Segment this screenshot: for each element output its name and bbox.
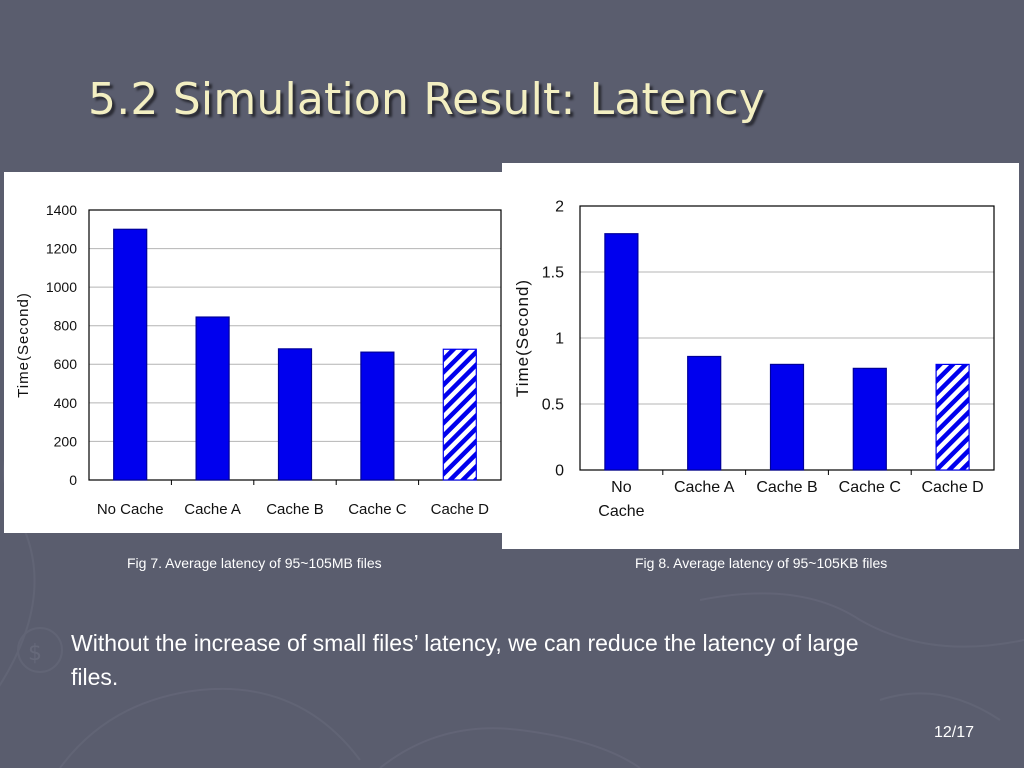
y-axis-title: Time(Second) [15,292,32,398]
x-category-label: Cache C [839,479,901,496]
bar-cache-d [935,363,970,471]
bar-cache-a [195,316,230,481]
conclusion-text: Without the increase of small files’ lat… [71,630,859,690]
chart-panel-large-files: 0 200 400 600 800 1000 1200 1400 No Cache Cache A… [4,172,505,533]
bar-no-cache [604,233,639,471]
figure-caption-8: Fig 8. Average latency of 95~105KB files [635,555,888,571]
bar-cache-a [687,355,722,471]
bar-cache-b [769,363,805,471]
x-category-label: Cache A [674,479,735,496]
bar-no-cache [113,228,148,481]
x-category-label: Cache B [756,479,817,496]
y-axis-title: Time(Second) [513,279,532,397]
bar-chart-small-files: 0 0.5 1 1.5 2 No Cache Cache A Cache B Cache C Cac… [513,199,995,520]
x-category-label: No [611,479,632,496]
y-tick-label: 2 [555,199,564,216]
bar-chart-large-files: 0 200 400 600 800 1000 1200 1400 No Cache Cache A… [15,202,502,518]
bar-cache-d [442,348,477,481]
y-tick-label: 1.5 [542,265,564,282]
y-tick-label: 1 [555,331,564,348]
x-category-label: Cache C [348,501,407,518]
bar-cache-c [852,367,887,471]
x-category-label: Cache D [431,501,490,518]
y-tick-label: 0 [69,472,77,488]
chart-panel-small-files: 0 0.5 1 1.5 2 No Cache Cache A Cache B Cache C Cac… [502,163,1019,549]
y-tick-label: 1200 [46,240,77,256]
x-category-label: Cache A [184,501,241,518]
bar-cache-b [277,348,313,481]
y-tick-label: 800 [54,318,78,334]
svg-text:$: $ [28,641,42,666]
y-tick-label: 600 [54,356,78,372]
y-tick-label: 0 [555,463,564,480]
figure-caption-7: Fig 7. Average latency of 95~105MB files [127,555,382,571]
slide-title: 5.2 Simulation Result: Latency [88,74,765,125]
y-tick-label: 1000 [46,279,77,295]
x-category-label: Cache [598,503,644,520]
y-tick-label: 400 [54,395,78,411]
bar-cache-c [360,351,395,481]
y-tick-label: 200 [54,433,78,449]
x-category-label: No Cache [97,501,164,518]
y-tick-label: 1400 [46,202,77,218]
page-number: 12/17 [934,724,975,741]
x-category-label: Cache B [266,501,324,518]
y-tick-label: 0.5 [542,397,564,414]
x-category-label: Cache D [921,479,983,496]
